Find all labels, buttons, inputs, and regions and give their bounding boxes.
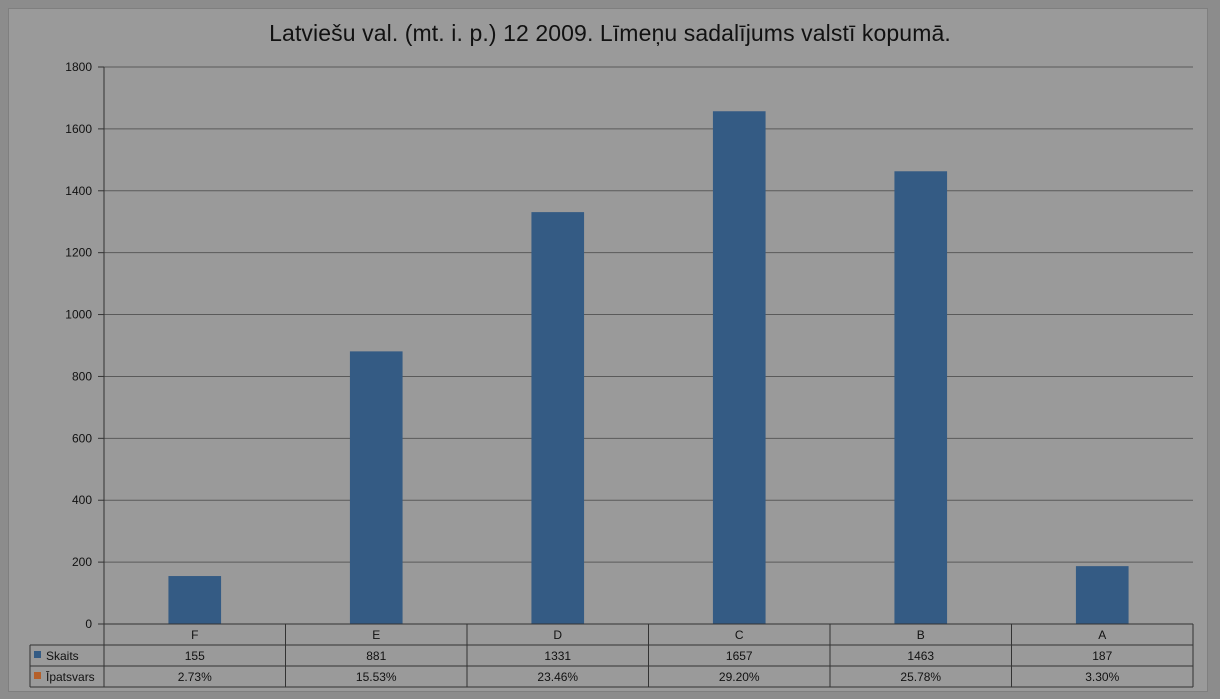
y-tick-label: 1400 (65, 184, 92, 198)
bar-layer (168, 111, 1129, 625)
x-category-label: B (917, 628, 925, 642)
y-tick-label: 1800 (65, 60, 92, 74)
bar-f (168, 576, 222, 624)
x-category-label: F (191, 628, 198, 642)
data-label: 29.20% (719, 670, 760, 684)
data-label: 1331 (544, 649, 571, 663)
data-label: 155 (185, 649, 205, 663)
bar-b (894, 171, 948, 624)
y-tick-label: 0 (85, 617, 92, 631)
bar-a (1075, 566, 1129, 624)
data-label: 1657 (726, 649, 753, 663)
legend-swatch (34, 651, 41, 658)
data-label: 23.46% (537, 670, 578, 684)
data-label: 15.53% (356, 670, 397, 684)
x-category-label: D (553, 628, 562, 642)
y-tick-label: 400 (72, 493, 92, 507)
x-category-label: E (372, 628, 380, 642)
bar-e (349, 351, 403, 624)
y-tick-label: 1200 (65, 246, 92, 260)
data-label: 3.30% (1085, 670, 1119, 684)
y-tick-label: 200 (72, 555, 92, 569)
data-table: F E D C B A Skaits 155 881 1331 1657 1463 187 Īpatsva… (29, 623, 1194, 688)
legend-series-name: Īpatsvars (46, 670, 95, 684)
data-label: 25.78% (900, 670, 941, 684)
x-category-label: A (1098, 628, 1106, 642)
y-tick-label: 1000 (65, 308, 92, 322)
legend-series-name: Skaits (46, 649, 79, 663)
y-tick-label: 800 (72, 369, 92, 383)
bar-d (531, 212, 585, 624)
grid-layer (98, 66, 1193, 625)
data-label: 881 (366, 649, 386, 663)
y-tick-label: 600 (72, 431, 92, 445)
x-category-label: C (735, 628, 744, 642)
data-label: 187 (1092, 649, 1112, 663)
legend-swatch (34, 672, 41, 679)
data-label: 1463 (907, 649, 934, 663)
chart-title: Latviešu val. (mt. i. p.) 12 2009. Līmeņ… (269, 20, 951, 46)
data-label: 2.73% (178, 670, 212, 684)
y-axis-ticks: 0 200 400 600 800 1000 1200 1400 1600 1800 (65, 60, 92, 631)
y-tick-label: 1600 (65, 122, 92, 136)
bar-c (712, 111, 766, 625)
